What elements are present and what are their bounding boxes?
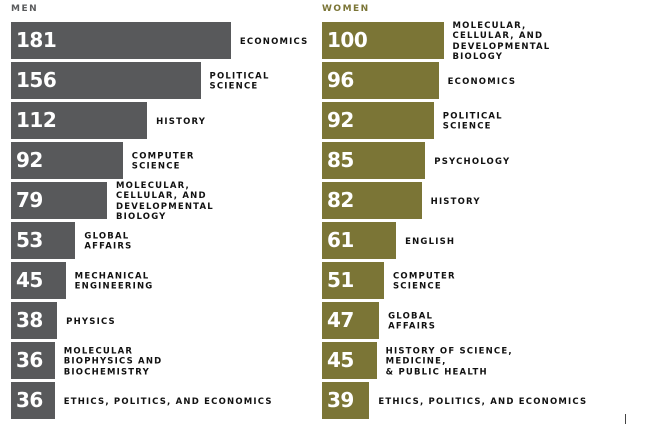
bar: 38	[11, 302, 58, 339]
women-panel-title: WOMEN	[322, 4, 370, 14]
bar: 36	[11, 342, 55, 379]
bar-category-label: POLITICAL SCIENCE	[442, 111, 503, 132]
bar: 96	[322, 62, 439, 99]
bar-category-label: COMPUTER SCIENCE	[131, 151, 195, 172]
divider-mark	[625, 414, 626, 424]
bar: 85	[322, 142, 426, 179]
bar-category-label: COMPUTER SCIENCE	[392, 271, 456, 292]
bar: 39	[322, 382, 370, 419]
bar: 61	[322, 222, 397, 259]
bar: 45	[11, 262, 66, 299]
men-panel-title: MEN	[11, 4, 39, 14]
bar: 92	[11, 142, 123, 179]
bar: 156	[11, 62, 201, 99]
bar: 92	[322, 102, 434, 139]
bar-category-label: POLITICAL SCIENCE	[209, 71, 270, 92]
bar: 47	[322, 302, 380, 339]
bar-category-label: MECHANICAL ENGINEERING	[74, 271, 154, 292]
bar-category-label: HISTORY	[430, 196, 481, 207]
bar-category-label: ECONOMICS	[447, 76, 517, 87]
bar: 51	[322, 262, 384, 299]
bar-category-label: ETHICS, POLITICS, AND ECONOMICS	[63, 396, 273, 407]
bar-category-label: GLOBAL AFFAIRS	[84, 231, 133, 252]
bar-category-label: MOLECULAR, CELLULAR, AND DEVELOPMENTAL B…	[452, 20, 551, 63]
bar: 100	[322, 22, 444, 59]
bar-category-label: ECONOMICS	[239, 36, 309, 47]
bar-category-label: MOLECULAR BIOPHYSICS AND BIOCHEMISTRY	[63, 345, 163, 377]
bar-category-label: PSYCHOLOGY	[434, 156, 511, 167]
bar-category-label: MOLECULAR, CELLULAR, AND DEVELOPMENTAL B…	[115, 180, 214, 223]
bar: 45	[322, 342, 377, 379]
bar-category-label: PHYSICS	[66, 316, 116, 327]
bar-category-label: GLOBAL AFFAIRS	[388, 311, 437, 332]
bar: 36	[11, 382, 55, 419]
bar: 79	[11, 182, 107, 219]
bar-category-label: HISTORY	[156, 116, 207, 127]
bar: 53	[11, 222, 76, 259]
bar: 181	[11, 22, 231, 59]
bar-category-label: HISTORY OF SCIENCE, MEDICINE, & PUBLIC H…	[385, 345, 513, 377]
bar-category-label: ENGLISH	[405, 236, 456, 247]
bar: 112	[11, 102, 148, 139]
bar-category-label: ETHICS, POLITICS, AND ECONOMICS	[378, 396, 588, 407]
bar: 82	[322, 182, 422, 219]
